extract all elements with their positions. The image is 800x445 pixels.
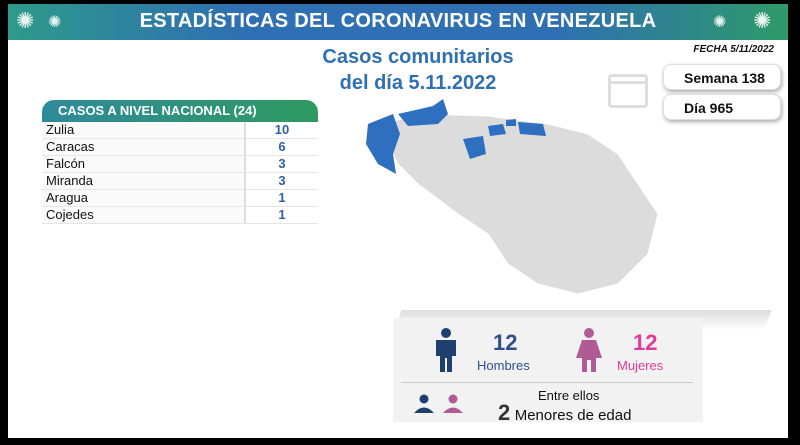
day-badge: Día 965 xyxy=(663,94,781,120)
state-cases: 6 xyxy=(244,139,318,155)
calendar-icon xyxy=(608,74,648,108)
state-cases: 3 xyxy=(244,173,318,189)
minors-intro: Entre ellos xyxy=(538,388,600,403)
minors-count: 2 xyxy=(498,400,511,425)
minors-icon xyxy=(414,394,463,413)
women-label: Mujeres xyxy=(617,358,664,373)
gender-card: 12 Hombres 12 Mujeres Entre ellos 2 Meno… xyxy=(393,318,703,425)
table-row: Caracas 6 xyxy=(42,139,318,156)
state-cases: 3 xyxy=(244,156,318,172)
state-name: Aragua xyxy=(42,190,244,206)
table-row: Miranda 3 xyxy=(42,173,318,190)
state-name: Caracas xyxy=(42,139,244,155)
minors-line: 2 Menores de edad xyxy=(498,400,631,426)
state-cases: 10 xyxy=(244,122,318,138)
map-state-miranda xyxy=(518,122,546,136)
map-state-zulia xyxy=(366,114,400,174)
header-title: ESTADÍSTICAS DEL CORONAVIRUS EN VENEZUEL… xyxy=(139,10,657,32)
virus-icon: ✺ xyxy=(16,8,35,33)
header-banner: ✺ ✺ ESTADÍSTICAS DEL CORONAVIRUS EN VENE… xyxy=(8,4,788,40)
state-cases: 1 xyxy=(244,190,318,206)
date-label: FECHA 5/11/2022 xyxy=(693,44,774,55)
table-row: Aragua 1 xyxy=(42,190,318,207)
minors-label: Menores de edad xyxy=(514,407,632,424)
subtitle-line2: del día 5.11.2022 xyxy=(339,72,497,94)
map-state-falcon xyxy=(398,99,448,126)
map-base xyxy=(377,113,659,295)
table-title: CASOS A NIVEL NACIONAL (24) xyxy=(42,100,318,122)
table-row: Cojedes 1 xyxy=(42,207,318,224)
state-cases: 1 xyxy=(244,207,318,223)
map-state-aragua xyxy=(488,124,506,136)
venezuela-map xyxy=(366,99,659,295)
man-icon xyxy=(436,328,456,372)
state-name: Cojedes xyxy=(42,207,244,223)
subtitle: Casos comunitarios del día 5.11.2022 xyxy=(278,44,558,96)
state-name: Falcón xyxy=(42,156,244,172)
infographic: ✺ ✺ ESTADÍSTICAS DEL CORONAVIRUS EN VENE… xyxy=(8,4,788,438)
cases-table: Zulia 10 Caracas 6 Falcón 3 Miranda 3 Aragua 1 Coj… xyxy=(42,122,318,224)
woman-icon xyxy=(576,328,602,372)
virus-icon: ✺ xyxy=(713,14,727,31)
subtitle-line1: Casos comunitarios xyxy=(322,46,514,68)
virus-icon: ✺ xyxy=(753,8,772,33)
women-count: 12 xyxy=(633,330,658,355)
men-count: 12 xyxy=(493,330,518,355)
week-badge: Semana 138 xyxy=(663,64,781,90)
state-name: Zulia xyxy=(42,122,244,138)
map-state-caracas xyxy=(506,119,516,126)
table-row: Zulia 10 xyxy=(42,122,318,139)
table-row: Falcón 3 xyxy=(42,156,318,173)
divider xyxy=(401,382,693,383)
state-name: Miranda xyxy=(42,173,244,189)
virus-icon: ✺ xyxy=(48,14,62,31)
men-label: Hombres xyxy=(477,358,530,373)
map-state-cojedes xyxy=(463,136,486,159)
